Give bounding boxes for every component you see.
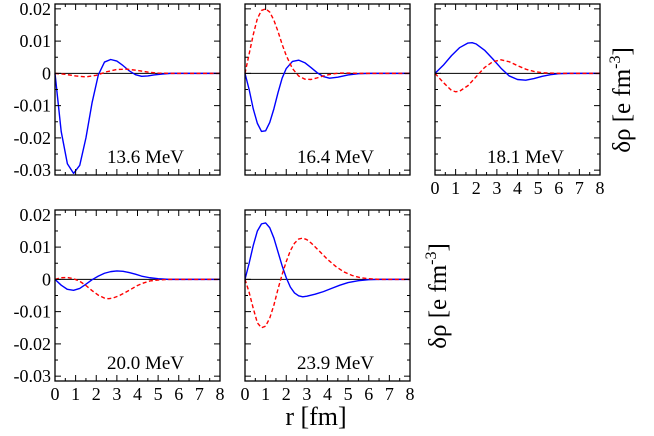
series-dashed-red bbox=[54, 276, 220, 300]
y-tick-label: -0.01 bbox=[14, 96, 52, 116]
y-axis-label-lower: δρ [e fm-3] bbox=[423, 243, 452, 349]
y-tick-label: -0.02 bbox=[14, 334, 52, 354]
energy-label: 23.9 MeV bbox=[297, 353, 374, 374]
energy-label: 20.0 MeV bbox=[107, 353, 184, 374]
y-tick-label: -0.02 bbox=[14, 128, 52, 148]
x-tick-label: 7 bbox=[195, 384, 204, 404]
x-tick-label: 4 bbox=[513, 178, 522, 198]
y-axis-label-text: δρ [e fm bbox=[609, 68, 636, 153]
y-axis-label-exponent: -3 bbox=[607, 56, 624, 69]
x-tick-label: 6 bbox=[554, 178, 563, 198]
y-tick-label: 0.01 bbox=[20, 237, 52, 257]
x-tick-label: 2 bbox=[92, 384, 101, 404]
y-tick-label: -0.03 bbox=[14, 160, 52, 180]
x-tick-label: 6 bbox=[364, 384, 373, 404]
panel-2: 16.4 MeV bbox=[244, 3, 411, 176]
energy-label: 13.6 MeV bbox=[107, 147, 184, 168]
x-tick-label: 1 bbox=[71, 384, 80, 404]
x-tick-label: 1 bbox=[261, 384, 270, 404]
series-dashed-red bbox=[54, 68, 220, 78]
y-tick-label: 0.02 bbox=[20, 205, 52, 225]
series-solid-blue bbox=[434, 42, 600, 81]
x-tick-label: 5 bbox=[154, 384, 163, 404]
panel-1: 0.02 0.01 0 -0.01 -0.02 -0.03 13.6 MeV bbox=[14, 0, 221, 180]
x-tick-label: 7 bbox=[385, 384, 394, 404]
x-tick-label: 0 bbox=[241, 384, 250, 404]
x-axis-label: r [fm] bbox=[285, 402, 346, 431]
x-tick-label: 5 bbox=[534, 178, 543, 198]
y-axis-label-exponent: -3 bbox=[423, 252, 440, 265]
x-tick-label: 2 bbox=[282, 384, 291, 404]
x-tick-label: 1 bbox=[451, 178, 460, 198]
y-tick-label: -0.01 bbox=[14, 302, 52, 322]
x-tick-label: 7 bbox=[575, 178, 584, 198]
x-tick-label: 4 bbox=[133, 384, 142, 404]
y-tick-label: 0 bbox=[42, 63, 51, 83]
series-dashed-red bbox=[434, 59, 600, 93]
x-tick-label: 4 bbox=[323, 384, 332, 404]
y-axis-label-text: δρ [e fm bbox=[425, 264, 452, 349]
series-dashed-red bbox=[244, 237, 410, 329]
y-tick-label: 0.02 bbox=[20, 0, 52, 19]
series-dashed-red bbox=[244, 8, 410, 81]
panel-3: 0 1 2 3 4 5 6 7 8 18.1 MeV bbox=[431, 3, 605, 198]
y-tick-label: 0.01 bbox=[20, 31, 52, 51]
y-tick-label: 0 bbox=[42, 269, 51, 289]
y-axis-label-right: δρ [e fm-3] bbox=[607, 47, 636, 153]
x-tick-label: 3 bbox=[302, 384, 311, 404]
panel-5: 0 1 2 3 4 5 6 7 8 23.9 MeV bbox=[241, 209, 415, 404]
series-solid-blue bbox=[244, 59, 410, 133]
x-tick-label: 8 bbox=[216, 384, 225, 404]
y-axis-label-close: ] bbox=[425, 243, 452, 251]
energy-label: 18.1 MeV bbox=[487, 147, 564, 168]
series-solid-blue bbox=[54, 270, 220, 292]
y-axis-label-close: ] bbox=[609, 47, 636, 55]
energy-label: 16.4 MeV bbox=[297, 147, 374, 168]
x-tick-label: 0 bbox=[431, 178, 440, 198]
x-tick-label: 5 bbox=[344, 384, 353, 404]
x-tick-label: 0 bbox=[51, 384, 60, 404]
x-tick-label: 8 bbox=[596, 178, 605, 198]
x-tick-label: 2 bbox=[472, 178, 481, 198]
x-tick-label: 8 bbox=[406, 384, 415, 404]
series-solid-blue bbox=[244, 222, 410, 298]
y-tick-label: -0.03 bbox=[14, 366, 52, 386]
x-tick-label: 3 bbox=[492, 178, 501, 198]
panels: 0.02 0.01 0 -0.01 -0.02 -0.03 13.6 MeV 16.4 MeV… bbox=[14, 0, 605, 404]
x-tick-label: 3 bbox=[112, 384, 121, 404]
x-tick-label: 6 bbox=[174, 384, 183, 404]
